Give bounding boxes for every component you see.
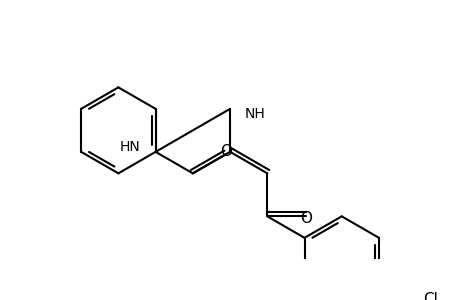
Text: Cl: Cl: [423, 292, 437, 300]
Text: O: O: [220, 144, 232, 159]
Text: NH: NH: [245, 107, 265, 121]
Text: O: O: [299, 211, 311, 226]
Text: HN: HN: [119, 140, 140, 154]
